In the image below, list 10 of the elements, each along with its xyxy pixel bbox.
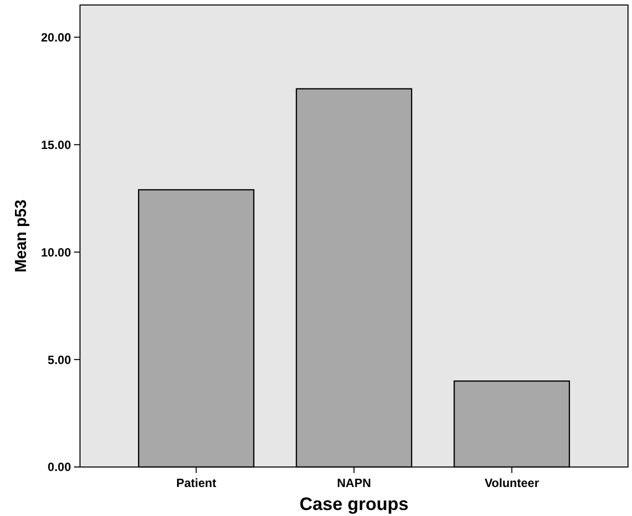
y-tick-label: 5.00 <box>48 352 72 367</box>
y-tick-label: 10.00 <box>40 245 72 260</box>
y-axis-title: Mean p53 <box>13 199 30 272</box>
x-tick-label: NAPN <box>336 476 372 490</box>
x-tick-label: Volunteer <box>484 476 540 490</box>
x-axis-title: Case groups <box>299 494 409 514</box>
y-tick-label: 20.00 <box>40 30 72 44</box>
y-tick-label: 15.00 <box>40 138 72 152</box>
x-tick-label: Patient <box>176 476 216 490</box>
y-tick-label: 0.00 <box>48 460 72 474</box>
